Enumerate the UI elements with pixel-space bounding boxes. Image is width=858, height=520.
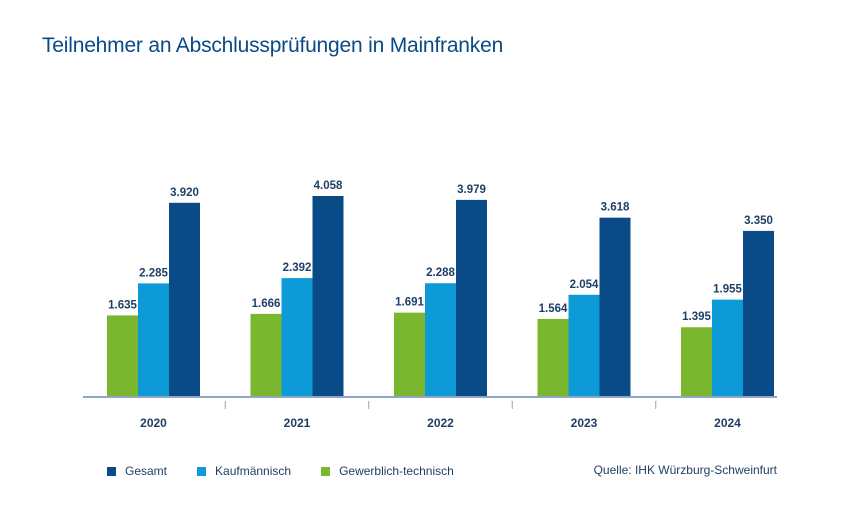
value-label-kaufmaennisch-2021: 2.392 (283, 262, 312, 274)
bar-gesamt-2024 (743, 230, 774, 396)
legend-label-gewerblich-technisch: Gewerblich-technisch (339, 464, 454, 478)
x-tick-label-2020: 2020 (140, 416, 167, 430)
value-labels-layer: 1.635 2.285 3.920 1.666 2.392 4.058 1.691 2.288… (108, 180, 773, 323)
legend-label-kaufmaennisch: Kaufmännisch (215, 464, 292, 478)
legend: Gesamt Kaufmännisch Gewerblich-technisch (107, 463, 484, 479)
value-label-gesamt-2024: 3.350 (744, 215, 773, 227)
value-label-kaufmaennisch-2020: 2.285 (139, 267, 168, 279)
source-note: Quelle: IHK Würzburg-Schweinfurt (593, 463, 777, 477)
legend-swatch-gesamt (107, 466, 116, 476)
value-label-gewerblich-technisch-2022: 1.691 (395, 297, 424, 309)
chart-title: Teilnehmer an Abschlussprüfungen in Main… (42, 34, 504, 57)
value-label-kaufmaennisch-2024: 1.955 (713, 284, 742, 296)
bar-gesamt-2020 (169, 202, 200, 396)
value-label-gewerblich-technisch-2021: 1.666 (252, 298, 281, 310)
x-tick-label-2024: 2024 (714, 416, 741, 430)
x-axis: 2020 2021 2022 2023 2024 (83, 396, 777, 430)
bar-gewerblich-technisch-2024 (681, 327, 712, 396)
bars-layer (107, 196, 774, 396)
value-label-gewerblich-technisch-2020: 1.635 (108, 299, 137, 311)
value-label-gesamt-2022: 3.979 (457, 184, 486, 196)
bar-kaufmaennisch-2022 (425, 283, 456, 396)
bar-kaufmaennisch-2021 (281, 278, 313, 396)
value-label-gewerblich-technisch-2023: 1.564 (539, 303, 568, 315)
bar-kaufmaennisch-2020 (138, 283, 169, 396)
bar-gesamt-2022 (456, 199, 487, 396)
bar-kaufmaennisch-2024 (712, 299, 743, 396)
value-label-kaufmaennisch-2022: 2.288 (426, 267, 455, 279)
x-tick-label-2021: 2021 (284, 416, 311, 430)
bar-kaufmaennisch-2023 (568, 294, 600, 396)
legend-item-gesamt: Gesamt (107, 464, 167, 478)
legend-swatch-kaufmaennisch (197, 466, 207, 476)
bar-gewerblich-technisch-2022 (394, 312, 425, 396)
value-label-gesamt-2020: 3.920 (170, 187, 199, 199)
legend-swatch-gewerblich-technisch (321, 466, 331, 476)
value-label-gewerblich-technisch-2024: 1.395 (682, 311, 711, 323)
bar-gewerblich-technisch-2021 (250, 313, 282, 396)
bar-gesamt-2021 (312, 196, 344, 396)
bar-gewerblich-technisch-2020 (107, 315, 138, 396)
x-tick-label-2023: 2023 (571, 416, 598, 430)
value-label-gesamt-2021: 4.058 (314, 180, 343, 192)
bar-gesamt-2023 (599, 217, 631, 396)
legend-label-gesamt: Gesamt (125, 464, 168, 478)
value-label-kaufmaennisch-2023: 2.054 (570, 279, 599, 291)
bar-gewerblich-technisch-2023 (537, 318, 569, 396)
x-tick-label-2022: 2022 (427, 416, 454, 430)
legend-item-kaufmaennisch: Kaufmännisch (197, 464, 291, 478)
value-label-gesamt-2023: 3.618 (601, 202, 630, 214)
legend-item-gewerblich-technisch: Gewerblich-technisch (321, 464, 454, 478)
